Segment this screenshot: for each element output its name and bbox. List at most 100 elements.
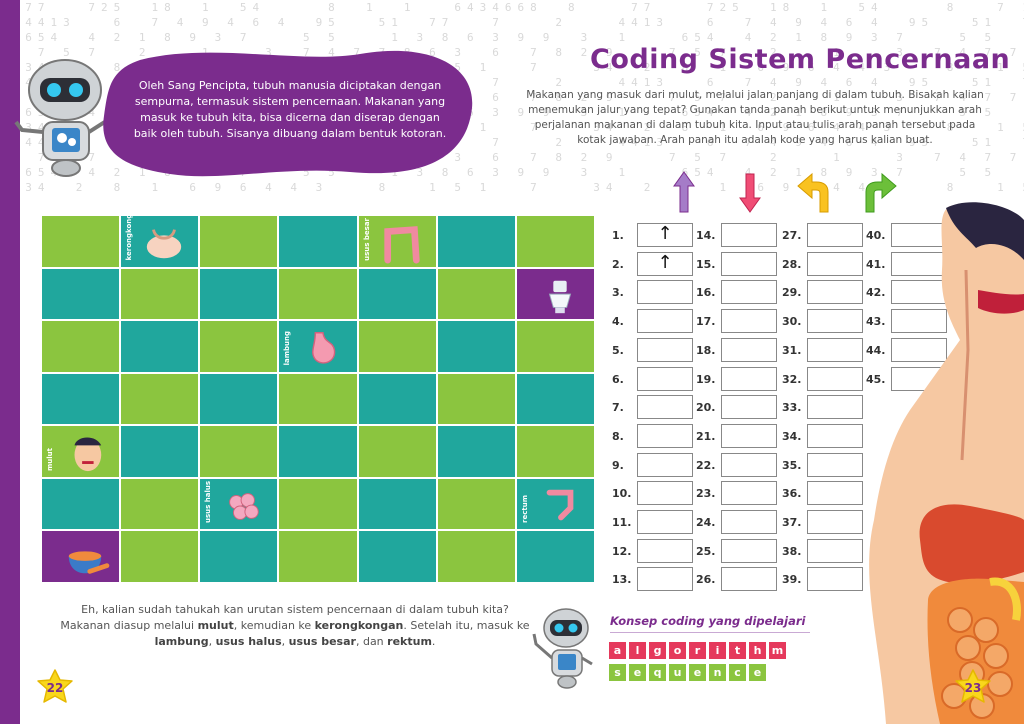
robot-small-mascot-icon <box>532 608 593 689</box>
page-number-right: 23 <box>954 668 992 704</box>
answer-box-1[interactable]: ↑ <box>637 223 693 247</box>
answer-number-label: 31. <box>782 343 802 357</box>
konsep-underline <box>610 632 810 633</box>
maze-cell <box>437 321 515 372</box>
robot-mascot-icon <box>14 59 124 177</box>
maze-cell <box>516 216 594 267</box>
answer-box-21[interactable] <box>721 423 777 448</box>
answer-number-label: 7. <box>612 401 624 415</box>
answer-box-33[interactable] <box>807 395 863 420</box>
human-body-digestive-illustration <box>869 202 1024 724</box>
answer-box-6[interactable] <box>637 366 693 391</box>
answer-number-label: 4. <box>612 315 624 329</box>
maze-cell: kerongkongan <box>121 216 199 267</box>
answer-box-32[interactable] <box>807 366 863 391</box>
answer-box-8[interactable] <box>637 423 693 448</box>
maze-cell <box>42 321 120 372</box>
answer-box-44[interactable] <box>891 337 947 362</box>
answer-box-39[interactable] <box>807 567 863 592</box>
answer-box-15[interactable] <box>721 251 777 276</box>
answer-box-40[interactable] <box>891 223 947 247</box>
intro-instructions: Makanan yang masuk dari mulut, melalui j… <box>526 89 984 146</box>
answer-box-43[interactable] <box>891 309 947 334</box>
answer-box-23[interactable] <box>721 481 777 506</box>
maze-cell <box>358 531 436 582</box>
answer-box-16[interactable] <box>721 280 777 305</box>
answer-box-30[interactable] <box>807 309 863 334</box>
answer-number-label: 37. <box>782 516 802 529</box>
answer-box-22[interactable] <box>721 452 777 477</box>
maze-label-rectum: rectum <box>520 495 529 524</box>
digestive-maze-grid: kerongkongan usus besar lambung mulut usus h… <box>42 216 594 582</box>
maze-cell <box>200 373 278 425</box>
answer-box-14[interactable] <box>721 223 777 247</box>
answer-box-10[interactable] <box>637 481 693 506</box>
answer-number-label: 12. <box>612 544 632 558</box>
bottom-text-part: , dan <box>355 635 388 648</box>
answer-box-20[interactable] <box>721 395 777 420</box>
answer-box-3[interactable] <box>637 280 693 305</box>
bottom-text-part: Eh, kalian sudah tahukah kan urutan sist… <box>60 603 509 632</box>
answer-number-label: 38. <box>782 544 802 558</box>
speech-bubble-shape <box>103 50 473 177</box>
answer-box-36[interactable] <box>807 481 863 506</box>
page-title: Coding Sistem Pencernaan <box>590 44 1011 75</box>
letter-chip: o <box>669 642 686 659</box>
answer-box-34[interactable] <box>807 423 863 448</box>
arrow-turn-right-icon <box>865 172 897 213</box>
answer-number-label: 17. <box>696 315 716 329</box>
answer-box-27[interactable] <box>807 223 863 247</box>
answer-box-12[interactable] <box>637 538 693 563</box>
answer-box-31[interactable] <box>807 337 863 362</box>
left-page-edge-bar <box>0 0 20 724</box>
answer-number-label: 15. <box>696 257 716 271</box>
maze-label-mulut: mulut <box>46 447 54 471</box>
answer-number-label: 42. <box>866 286 886 300</box>
answer-number-label: 10. <box>612 487 632 501</box>
answer-number-label: 14. <box>696 229 716 242</box>
letter-chip: i <box>709 642 726 659</box>
answer-box-7[interactable] <box>637 395 693 420</box>
maze-cell <box>42 531 120 582</box>
bold-term-lambung: lambung <box>154 635 209 648</box>
maze-cell <box>121 321 199 372</box>
speech-bubble-text: Oleh Sang Pencipta, tubuh manusia dicipt… <box>133 79 447 140</box>
answer-number-label: 30. <box>782 315 802 329</box>
stomach-icon <box>312 332 336 364</box>
bottom-text-part: , <box>281 635 289 648</box>
maze-cell <box>279 216 357 267</box>
maze-cell <box>279 531 357 582</box>
answer-box-18[interactable] <box>721 337 777 362</box>
letter-chip: h <box>749 642 766 659</box>
answer-box-9[interactable] <box>637 452 693 477</box>
bold-term-rektum: rektum <box>387 635 432 648</box>
answer-box-25[interactable] <box>721 538 777 563</box>
maze-cell <box>279 268 357 320</box>
throat-icon <box>146 229 182 259</box>
answer-box-28[interactable] <box>807 251 863 276</box>
answer-box-38[interactable] <box>807 538 863 563</box>
answer-box-26[interactable] <box>721 567 777 592</box>
answer-number-label: 16. <box>696 286 716 300</box>
answer-box-19[interactable] <box>721 366 777 391</box>
answer-box-5[interactable] <box>637 337 693 362</box>
answer-number-label: 27. <box>782 229 802 242</box>
answer-box-35[interactable] <box>807 452 863 477</box>
answer-box-4[interactable] <box>637 309 693 334</box>
answer-box-24[interactable] <box>721 510 777 534</box>
answer-number-label: 13. <box>612 573 632 587</box>
answer-box-17[interactable] <box>721 309 777 334</box>
answer-box-11[interactable] <box>637 510 693 534</box>
answer-number-label: 43. <box>866 315 886 329</box>
answer-box-13[interactable] <box>637 567 693 592</box>
bold-term-usus-halus: usus halus <box>215 635 282 648</box>
answer-box-29[interactable] <box>807 280 863 305</box>
answer-box-2[interactable]: ↑ <box>637 251 693 276</box>
letter-chip: r <box>689 642 706 659</box>
bottom-text-part: . Setelah itu, masuk ke <box>403 619 530 632</box>
answer-box-37[interactable] <box>807 510 863 534</box>
letter-chip: s <box>609 664 626 681</box>
maze-cell <box>516 531 594 582</box>
maze-cell <box>42 478 120 530</box>
